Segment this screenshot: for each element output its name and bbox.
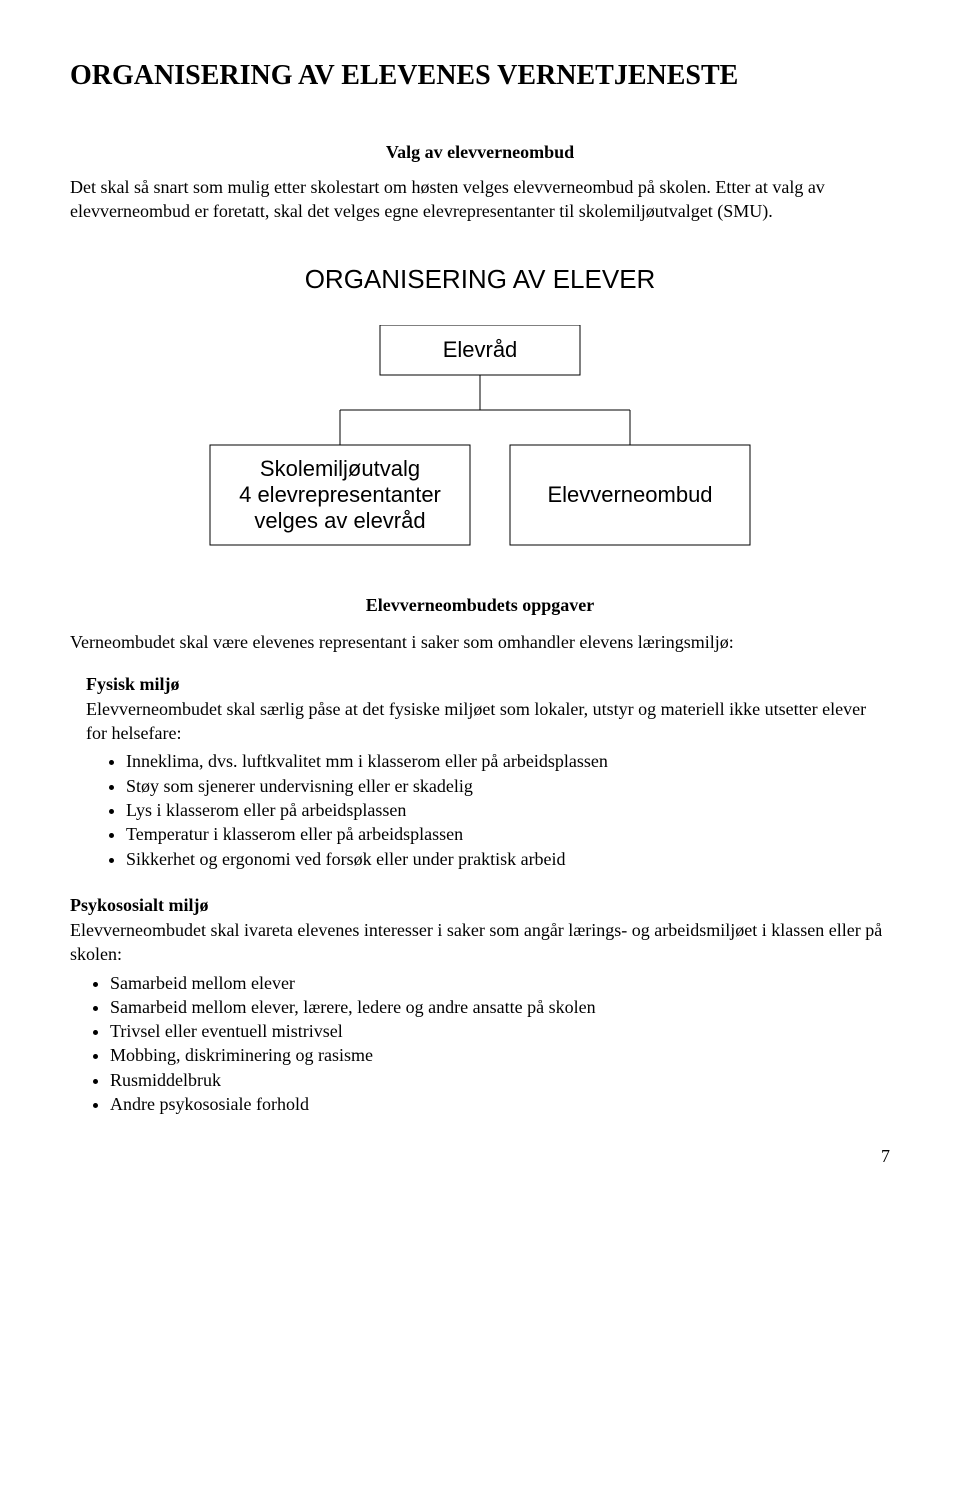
list-item: Mobbing, diskriminering og rasisme — [110, 1043, 890, 1067]
page-number: 7 — [70, 1146, 890, 1167]
psyk-list: Samarbeid mellom eleverSamarbeid mellom … — [70, 971, 890, 1117]
psyk-label: Psykososialt miljø — [70, 895, 890, 916]
svg-text:Elevverneombud: Elevverneombud — [547, 482, 712, 507]
list-item: Trivsel eller eventuell mistrivsel — [110, 1019, 890, 1043]
section1-heading: Valg av elevverneombud — [70, 142, 890, 163]
org-chart: ORGANISERING AV ELEVER Elevråd Skolemiljø… — [70, 264, 890, 555]
list-item: Rusmiddelbruk — [110, 1068, 890, 1092]
section1-paragraph: Det skal så snart som mulig etter skoles… — [70, 175, 890, 224]
list-item: Lys i klasserom eller på arbeidsplassen — [126, 798, 890, 822]
list-item: Samarbeid mellom elever — [110, 971, 890, 995]
svg-text:4 elevrepresentanter: 4 elevrepresentanter — [239, 482, 441, 507]
org-chart-svg: Elevråd Skolemiljøutvalg4 elevrepresentan… — [150, 325, 810, 555]
fysisk-label: Fysisk miljø — [86, 674, 890, 695]
svg-text:velges av elevråd: velges av elevråd — [254, 508, 425, 533]
org-chart-title: ORGANISERING AV ELEVER — [70, 264, 890, 295]
list-item: Andre psykososiale forhold — [110, 1092, 890, 1116]
psyk-lead: Elevverneombudet skal ivareta elevenes i… — [70, 918, 890, 967]
list-item: Sikkerhet og ergonomi ved forsøk eller u… — [126, 847, 890, 871]
svg-text:Skolemiljøutvalg: Skolemiljøutvalg — [260, 456, 420, 481]
section2-intro: Verneombudet skal være elevenes represen… — [70, 630, 890, 654]
fysisk-lead: Elevverneombudet skal særlig påse at det… — [86, 697, 890, 746]
list-item: Støy som sjenerer undervisning eller er … — [126, 774, 890, 798]
svg-text:Elevråd: Elevråd — [443, 337, 518, 362]
list-item: Samarbeid mellom elever, lærere, ledere … — [110, 995, 890, 1019]
section2-heading: Elevverneombudets oppgaver — [70, 595, 890, 616]
fysisk-list: Inneklima, dvs. luftkvalitet mm i klasse… — [86, 749, 890, 870]
list-item: Inneklima, dvs. luftkvalitet mm i klasse… — [126, 749, 890, 773]
page-title: ORGANISERING AV ELEVENES VERNETJENESTE — [70, 60, 890, 92]
list-item: Temperatur i klasserom eller på arbeidsp… — [126, 822, 890, 846]
